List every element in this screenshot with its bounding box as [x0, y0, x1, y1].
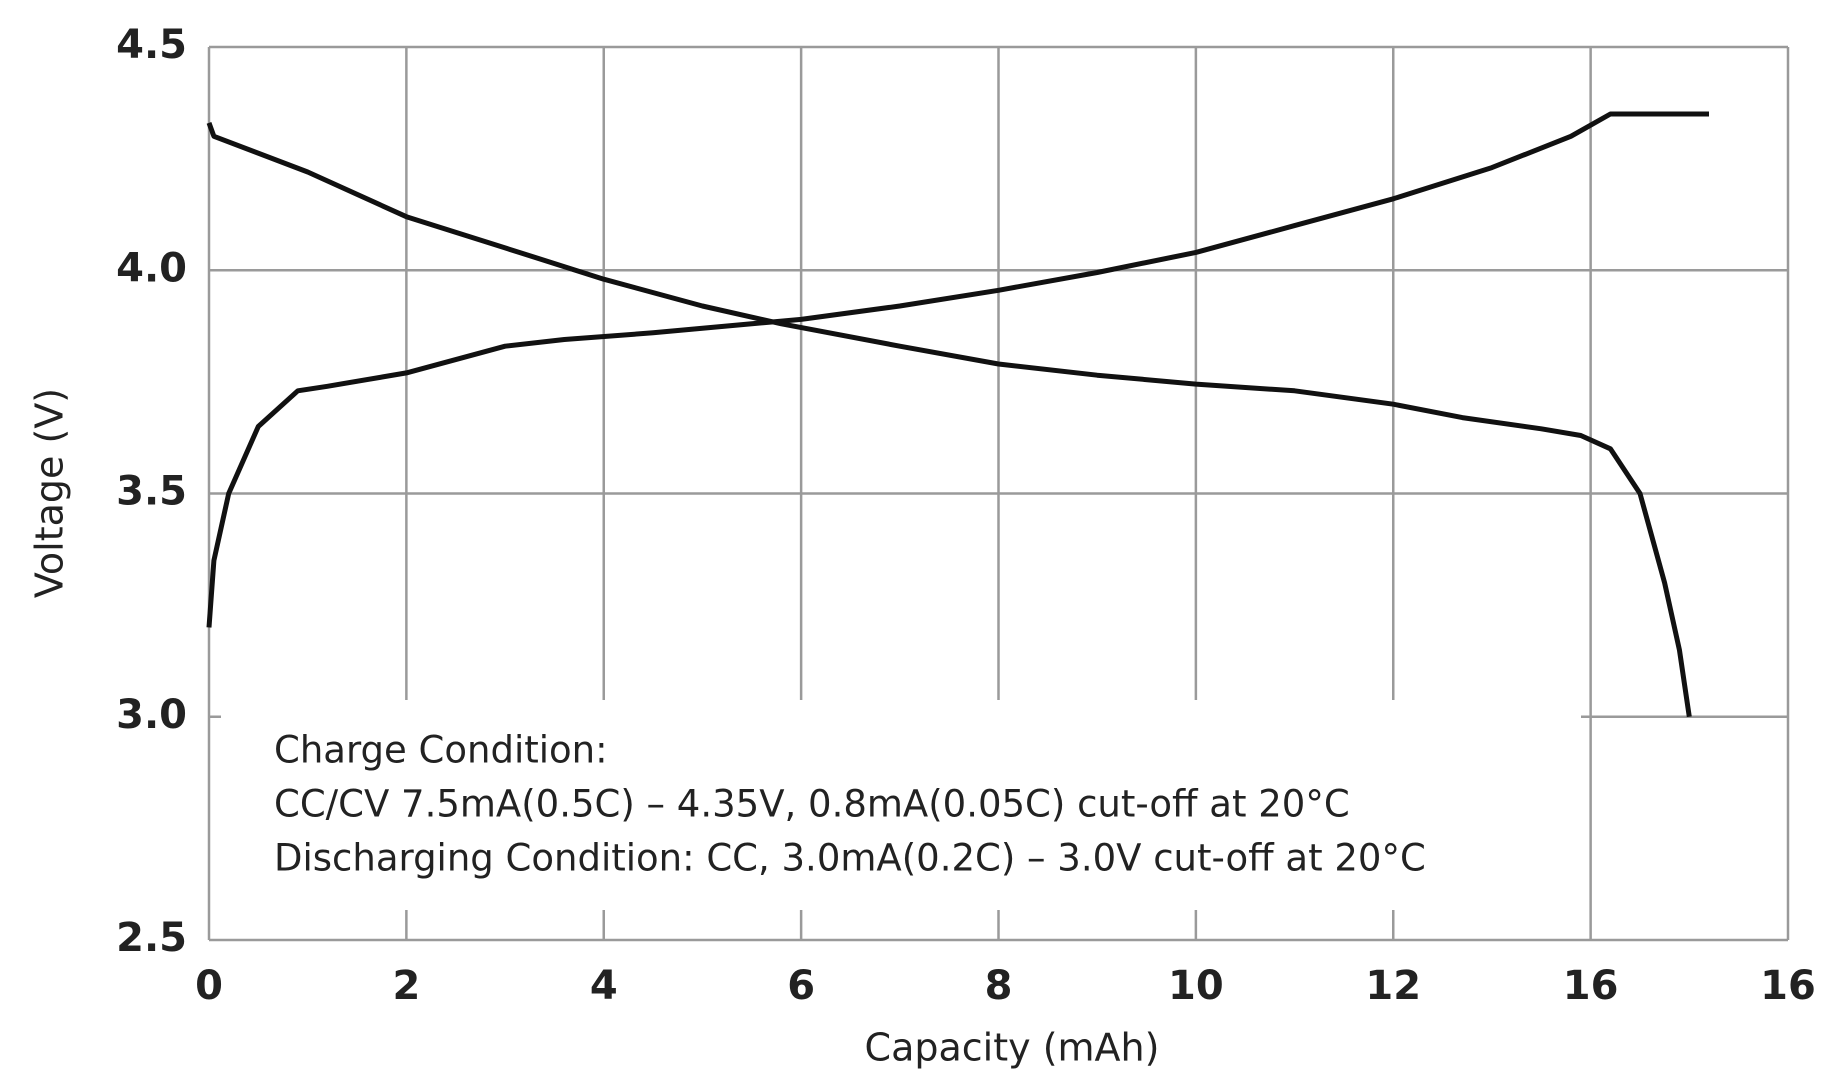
x-axis-title: Capacity (mAh)	[865, 1026, 1160, 1070]
x-tick-label: 4	[590, 963, 618, 1009]
annotation-box	[221, 700, 1581, 910]
x-tick-label: 10	[1168, 963, 1224, 1009]
x-tick-label: 16	[1760, 963, 1816, 1009]
y-tick-label: 2.5	[116, 915, 187, 961]
annotation: CC/CV 7.5mA(0.5C) – 4.35V, 0.8mA(0.05C) …	[274, 783, 1350, 826]
x-tick-label: 6	[787, 963, 815, 1009]
x-tick-label: 8	[985, 963, 1013, 1009]
x-tick-label: 16	[1563, 963, 1619, 1009]
y-tick-label: 4.0	[116, 245, 187, 291]
x-tick-label: 0	[195, 963, 223, 1009]
line-series	[206, 111, 1709, 628]
line-series	[206, 122, 1692, 718]
x-tick-label: 12	[1365, 963, 1421, 1009]
y-tick-label: 4.5	[116, 22, 187, 68]
annotation: Charge Condition:	[274, 729, 608, 772]
y-tick-label: 3.0	[116, 692, 187, 738]
x-tick-label: 2	[392, 963, 420, 1009]
annotation: Discharging Condition: CC, 3.0mA(0.2C) –…	[274, 837, 1426, 880]
y-axis-title: Voltage (V)	[28, 388, 72, 598]
y-tick-label: 3.5	[116, 469, 187, 515]
